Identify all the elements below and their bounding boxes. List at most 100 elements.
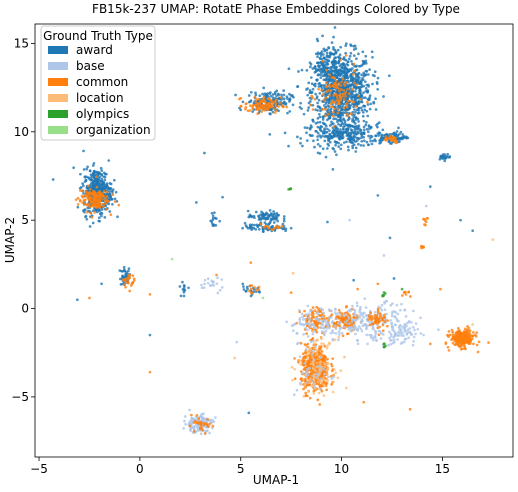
data-point-base [412,335,416,339]
data-point-award [311,87,315,91]
data-point-common [322,99,326,102]
data-point-common [337,101,341,104]
data-point-award [374,97,377,101]
data-point-award [351,117,354,121]
data-point-base [315,372,319,376]
data-point-award [349,44,353,48]
data-point-common [346,332,350,336]
data-point-common [389,134,392,138]
data-point-common [198,420,202,424]
data-point-award [72,166,75,170]
data-point-award [246,287,249,291]
data-point-award [367,143,370,147]
data-point-award [335,70,339,74]
legend-label-olympics: olympics [76,107,129,121]
data-point-award [368,94,372,97]
data-point-common [333,76,336,80]
data-point-award [394,133,397,137]
data-point-location [308,378,312,382]
data-point-award [85,217,89,221]
data-point-award [247,94,251,97]
data-point-common [326,112,330,116]
data-point-common [338,94,342,97]
data-point-location [322,342,326,346]
data-point-common [409,295,412,298]
data-point-base [329,331,333,335]
legend-label-base: base [76,59,105,73]
data-point-award [368,68,371,72]
data-point-award [342,128,345,131]
data-point-common [83,202,87,206]
data-point-common [301,352,305,356]
data-point-award [111,202,114,206]
data-point-common [342,89,346,92]
data-point-base [401,325,405,329]
data-point-common [200,426,203,430]
data-point-common [190,413,193,417]
data-point-award [354,75,358,79]
data-point-base [399,323,402,327]
data-point-award [97,184,101,187]
data-point-award [362,96,365,100]
data-point-award [244,289,248,293]
data-point-award [362,104,366,108]
data-point-base [400,341,404,344]
data-point-award [339,119,343,122]
data-point-award [346,128,350,132]
data-point-award [389,142,392,145]
data-point-award [364,123,368,127]
data-point-award [365,83,369,87]
data-point-common [105,208,108,211]
data-point-award [321,74,325,78]
data-point-base [365,327,368,331]
data-point-award [183,288,187,292]
data-point-base [419,316,422,320]
data-point-award [306,126,309,130]
data-point-common [248,284,252,288]
data-point-common [476,350,480,354]
data-point-award [244,224,248,227]
data-point-award [103,187,107,191]
data-point-common [324,114,328,118]
data-point-base [400,334,403,337]
data-point-award [351,78,355,82]
data-point-base [371,338,375,342]
data-point-award [289,94,293,97]
data-point-common [251,104,255,107]
data-point-award [302,112,306,116]
data-point-common [124,285,127,289]
data-point-award [243,221,247,225]
data-point-award [368,136,372,140]
data-point-base [317,373,321,377]
data-point-award [324,60,328,64]
data-point-award [325,147,329,150]
data-point-award [352,134,356,138]
data-point-award [341,135,345,139]
data-point-award [361,114,365,118]
data-point-common [341,92,345,96]
data-point-base [380,332,383,335]
data-point-award [97,178,101,182]
data-point-award [352,125,355,128]
data-point-base [304,371,308,375]
data-point-common [322,354,326,358]
data-point-award [114,190,118,194]
data-point-award [354,110,357,114]
data-point-common [208,422,211,426]
data-point-location [336,376,340,380]
data-point-common [386,324,389,328]
data-point-base [398,326,401,330]
data-point-base [208,431,211,435]
data-point-award [350,96,353,100]
data-point-base [323,333,326,337]
data-point-award [334,56,338,60]
data-point-award [343,58,346,61]
data-point-base [389,339,392,342]
data-point-base [356,317,360,320]
data-point-location [304,359,308,363]
data-point-location [313,374,316,378]
data-point-base [302,333,305,336]
data-point-base [293,322,297,326]
data-point-location [326,379,330,382]
data-point-award [122,269,126,273]
